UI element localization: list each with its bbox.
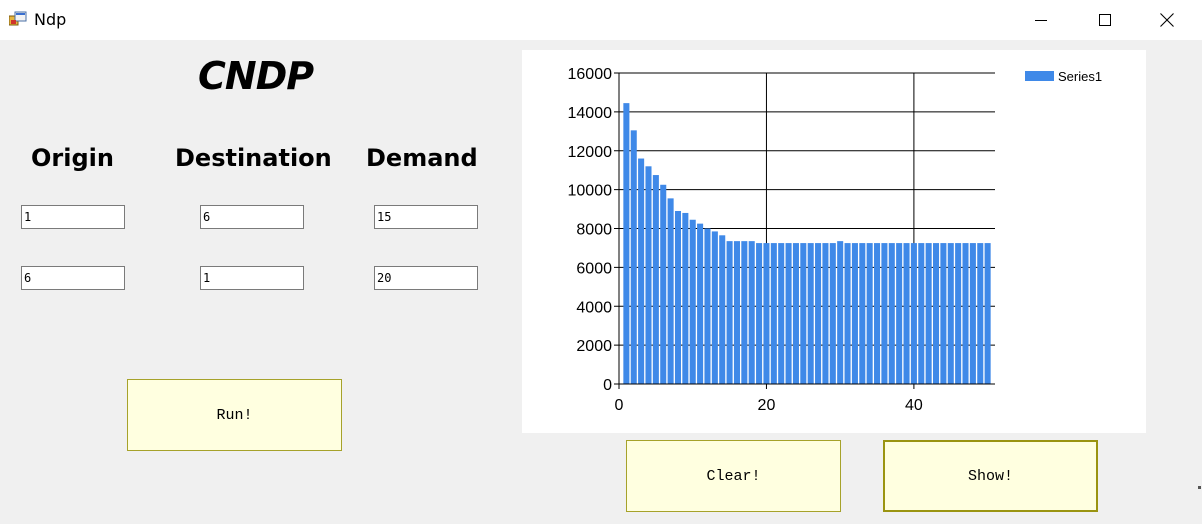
y-tick-label: 14000	[568, 105, 613, 122]
destination-header: Destination	[175, 144, 332, 172]
bar	[918, 243, 925, 384]
demand-header: Demand	[366, 144, 478, 172]
form-title: CNDP	[198, 54, 314, 98]
bar	[829, 243, 836, 384]
x-tick-label: 0	[615, 397, 624, 414]
legend-label: Series1	[1058, 69, 1102, 84]
show-button[interactable]: Show!	[883, 440, 1098, 512]
bar	[815, 243, 822, 384]
bar	[719, 235, 726, 384]
bar	[638, 158, 645, 384]
bar	[733, 241, 740, 384]
bar	[807, 243, 814, 384]
demand-input-1[interactable]	[374, 205, 478, 229]
bar	[984, 243, 991, 384]
bar	[674, 211, 682, 384]
y-tick-label: 16000	[568, 66, 613, 83]
minimize-button[interactable]	[1018, 0, 1064, 40]
bar	[910, 243, 917, 384]
bar	[925, 243, 932, 384]
bar	[763, 243, 770, 384]
bar	[896, 243, 903, 384]
minimize-icon	[1035, 20, 1047, 21]
origin-header: Origin	[31, 144, 114, 172]
title-bar: Ndp	[0, 0, 1202, 40]
bar	[778, 243, 785, 384]
window-title: Ndp	[34, 10, 67, 29]
close-icon	[1160, 13, 1174, 27]
destination-input-1[interactable]	[200, 205, 304, 229]
bar	[969, 243, 976, 384]
bar	[940, 243, 947, 384]
chart-panel: 0 2000 4000 6000 8000 10000 12000 14000 16000 0 20…	[522, 50, 1146, 433]
bar	[844, 243, 851, 384]
bar	[756, 243, 763, 384]
y-tick-label: 8000	[576, 222, 612, 239]
bar	[667, 198, 674, 384]
bar	[689, 219, 696, 384]
y-tick-label: 4000	[576, 299, 612, 316]
bar	[874, 243, 881, 384]
bar	[792, 243, 799, 384]
bar	[748, 241, 755, 384]
bar	[645, 166, 652, 384]
bar	[770, 243, 777, 384]
x-tick-label: 20	[758, 397, 776, 414]
bar	[682, 212, 689, 384]
bar	[933, 243, 940, 384]
origin-input-1[interactable]	[21, 205, 125, 229]
bar	[660, 184, 667, 384]
maximize-button[interactable]	[1082, 0, 1128, 40]
bar	[888, 243, 895, 384]
y-tick-label: 10000	[568, 183, 613, 200]
bar	[800, 243, 807, 384]
bar	[726, 241, 733, 384]
bar	[623, 103, 630, 384]
bar	[785, 243, 792, 384]
origin-input-2[interactable]	[21, 266, 125, 290]
bar	[881, 243, 888, 384]
bar	[697, 223, 704, 384]
x-tick-label: 40	[905, 397, 923, 414]
clear-button[interactable]: Clear!	[626, 440, 841, 512]
bar	[822, 243, 829, 384]
legend-swatch	[1025, 71, 1054, 81]
destination-input-2[interactable]	[200, 266, 304, 290]
bar	[851, 243, 858, 384]
bar	[947, 243, 954, 384]
y-tick-label: 6000	[576, 260, 612, 277]
bar	[630, 130, 637, 384]
bar	[711, 231, 718, 384]
resize-grip[interactable]	[1198, 486, 1201, 489]
bar	[977, 243, 984, 384]
bar	[704, 228, 711, 384]
close-button[interactable]	[1144, 0, 1190, 40]
y-tick-label: 12000	[568, 144, 613, 161]
y-tick-label: 0	[603, 377, 612, 394]
bar	[652, 175, 659, 384]
winforms-app-icon	[9, 11, 27, 26]
bar	[859, 243, 866, 384]
bar-chart: 0 2000 4000 6000 8000 10000 12000 14000 16000 0 20…	[568, 66, 1103, 414]
demand-input-2[interactable]	[374, 266, 478, 290]
bar	[955, 243, 962, 384]
maximize-icon	[1099, 14, 1111, 26]
bar	[962, 243, 969, 384]
bar	[837, 241, 844, 384]
bar	[866, 243, 873, 384]
bar	[741, 241, 748, 384]
bar	[903, 243, 910, 384]
run-button[interactable]: Run!	[127, 379, 342, 451]
y-tick-label: 2000	[576, 338, 612, 355]
